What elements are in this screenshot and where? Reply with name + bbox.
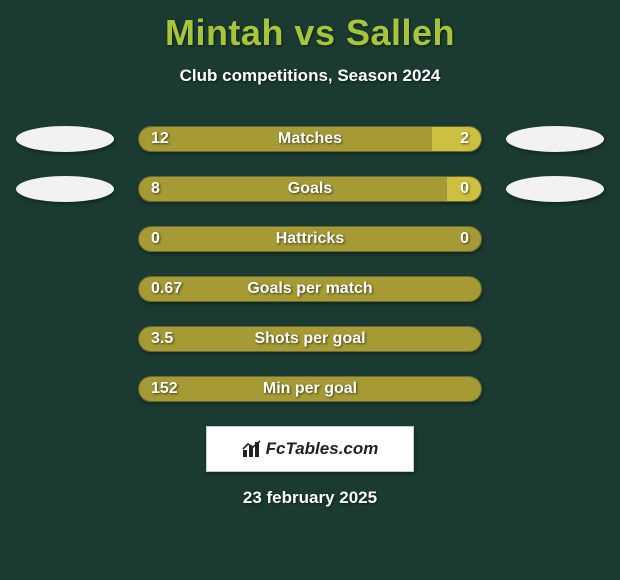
page-title: Mintah vs Salleh	[0, 0, 620, 54]
stat-label: Goals per match	[139, 277, 481, 301]
stat-bar: 12Matches2	[138, 126, 482, 152]
date-label: 23 february 2025	[0, 488, 620, 508]
stat-row: 8Goals0	[0, 176, 620, 202]
stat-label: Goals	[139, 177, 481, 201]
chart-icon	[242, 440, 264, 458]
stat-bar: 3.5Shots per goal	[138, 326, 482, 352]
stat-row: 12Matches2	[0, 126, 620, 152]
stat-row: 0.67Goals per match	[0, 276, 620, 302]
stat-row: 152Min per goal	[0, 376, 620, 402]
stat-label: Min per goal	[139, 377, 481, 401]
stats-rows: 12Matches28Goals00Hattricks00.67Goals pe…	[0, 126, 620, 402]
stat-bar: 8Goals0	[138, 176, 482, 202]
left-ellipse	[16, 126, 114, 152]
fctables-text: FcTables.com	[266, 439, 379, 459]
stat-right-value: 0	[460, 227, 469, 251]
stat-row: 0Hattricks0	[0, 226, 620, 252]
stat-label: Matches	[139, 127, 481, 151]
stat-label: Shots per goal	[139, 327, 481, 351]
fctables-logo: FcTables.com	[206, 426, 414, 472]
right-ellipse	[506, 126, 604, 152]
stat-right-value: 0	[460, 177, 469, 201]
page-subtitle: Club competitions, Season 2024	[0, 66, 620, 86]
stat-bar: 0Hattricks0	[138, 226, 482, 252]
stat-bar: 152Min per goal	[138, 376, 482, 402]
right-ellipse	[506, 176, 604, 202]
stat-label: Hattricks	[139, 227, 481, 251]
stat-bar: 0.67Goals per match	[138, 276, 482, 302]
stat-row: 3.5Shots per goal	[0, 326, 620, 352]
left-ellipse	[16, 176, 114, 202]
stat-right-value: 2	[460, 127, 469, 151]
